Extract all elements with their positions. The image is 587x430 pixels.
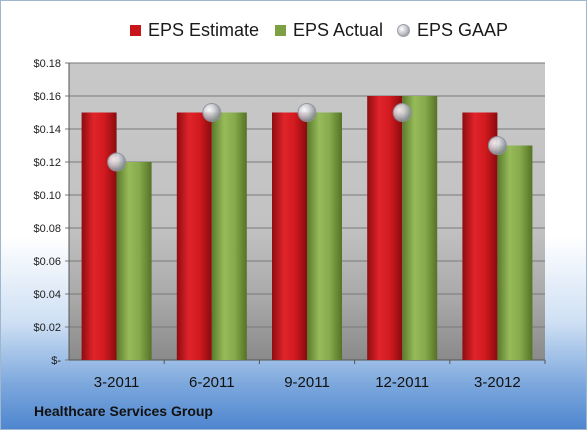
y-tick-label: $0.08 xyxy=(33,223,61,235)
y-tick-label: $0.10 xyxy=(33,190,61,202)
y-tick-label: $0.12 xyxy=(33,157,61,169)
legend-swatch-estimate xyxy=(130,24,141,36)
bar-actual xyxy=(307,112,342,360)
y-tick-label: $0.04 xyxy=(33,289,61,301)
gaap-marker xyxy=(487,136,507,155)
y-tick-label: $0.16 xyxy=(33,91,61,103)
legend-item-estimate: EPS Estimate xyxy=(130,17,259,43)
y-tick-label: $0.18 xyxy=(33,58,61,70)
legend-label-estimate: EPS Estimate xyxy=(148,19,260,40)
legend-label-gaap: EPS GAAP xyxy=(417,19,509,40)
x-category-label: 3-2011 xyxy=(94,374,140,391)
y-tick-label: $0.06 xyxy=(33,256,61,268)
legend-marker-gaap xyxy=(397,23,410,37)
gaap-marker xyxy=(107,152,127,172)
legend-label-actual: EPS Actual xyxy=(293,19,384,40)
x-category-label: 9-2011 xyxy=(284,374,330,391)
gaap-marker xyxy=(202,103,222,122)
bar-actual xyxy=(116,162,152,360)
legend: EPS Estimate EPS Actual EPS GAAP xyxy=(1,17,586,43)
y-tick-label: $0.14 xyxy=(33,124,61,136)
bar-estimate xyxy=(462,112,498,360)
x-category-label: 12-2011 xyxy=(375,374,429,391)
bar-actual xyxy=(497,145,533,360)
y-tick-label: $- xyxy=(51,355,61,367)
company-name: Healthcare Services Group xyxy=(34,403,213,419)
bar-estimate xyxy=(367,96,403,360)
bar-actual xyxy=(211,112,247,360)
bar-estimate xyxy=(176,112,212,360)
bar-estimate xyxy=(272,112,307,360)
gaap-marker xyxy=(297,103,317,122)
x-category-label: 6-2011 xyxy=(189,374,235,391)
legend-item-gaap: EPS GAAP xyxy=(397,17,508,43)
legend-item-actual: EPS Actual xyxy=(275,17,383,43)
legend-swatch-actual xyxy=(275,24,286,36)
gaap-marker xyxy=(392,103,412,122)
bar-estimate xyxy=(81,112,117,360)
bar-actual xyxy=(402,96,438,360)
y-tick-label: $0.02 xyxy=(33,322,61,334)
x-category-label: 3-2012 xyxy=(474,374,521,391)
